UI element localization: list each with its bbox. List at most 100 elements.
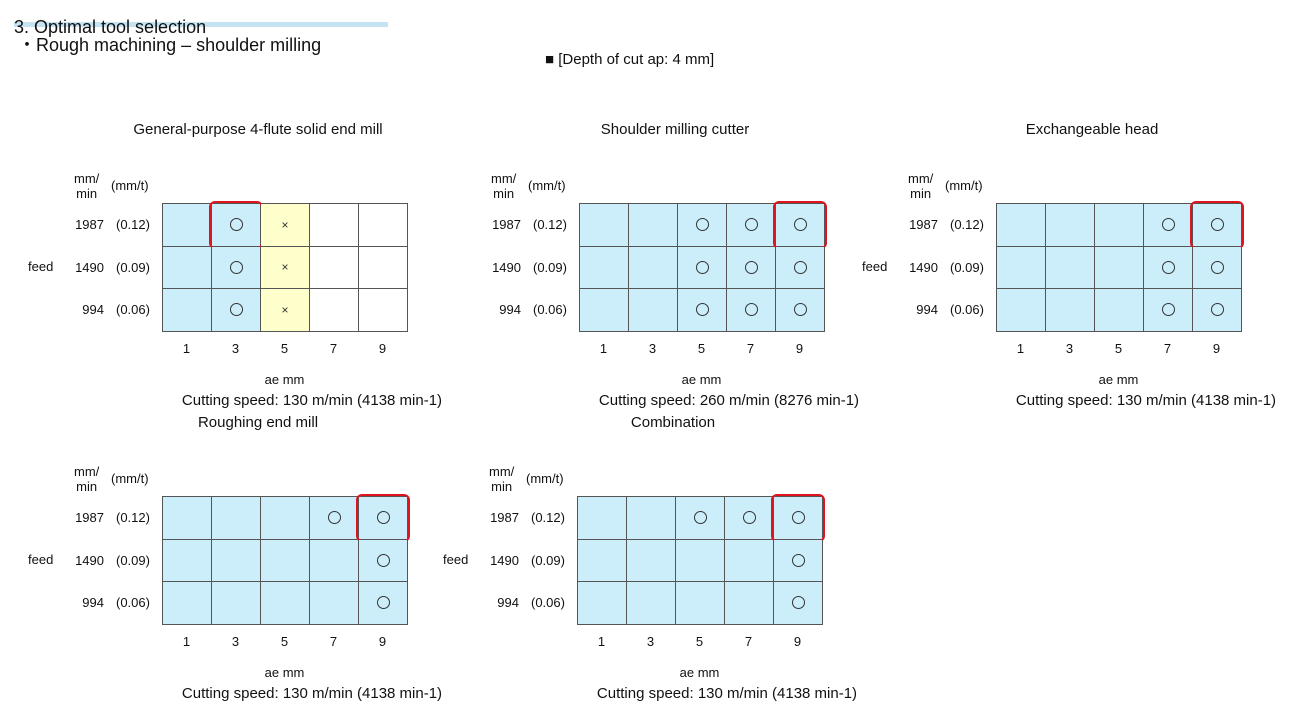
ae-tick-label: 9 [378,341,387,356]
feed-value: 1987 [909,217,938,232]
grid-cell [676,497,725,540]
feasibility-grid: × × × [162,201,408,332]
circle-mark-icon [1161,260,1175,274]
feed-units-label: mm/min [908,171,934,201]
ae-tick-label: 7 [329,634,338,649]
ae-tick-label: 3 [231,634,240,649]
grid-cell [578,582,627,625]
circle-mark-icon [744,303,758,317]
grid-cell [1095,289,1144,332]
circle-mark-icon [791,553,805,567]
ae-tick-label: 1 [597,634,606,649]
circle-mark-icon [376,553,390,567]
grid-cell [356,494,410,542]
ae-tick-label: 1 [182,634,191,649]
feed-value: 994 [82,302,104,317]
fz-units-label: (mm/t) [945,178,983,193]
grid-cell [997,289,1046,332]
circle-mark-icon [1210,303,1224,317]
grid-cell [774,539,823,582]
ae-tick-label: 3 [1065,341,1074,356]
ae-axis-label: ae mm [264,372,305,387]
cutting-speed-label: Cutting speed: 130 m/min (4138 min-1) [181,392,443,409]
grid-cell [774,582,823,625]
panel-title: General-purpose 4-flute solid end mill [133,121,383,138]
panel-title: Exchangeable head [1025,121,1159,138]
ae-tick-label: 7 [744,634,753,649]
page-title: 3. Optimal tool selection [14,17,207,37]
feed-axis-label: feed [28,552,54,567]
page-subtitle: ・Rough machining – shoulder milling [18,35,322,55]
grid-cell [1190,201,1244,249]
grid-cell [359,246,408,289]
ae-tick-label: 5 [280,634,289,649]
feed-value: 1987 [75,510,104,525]
feasibility-grid [579,201,827,332]
panel-title: Combination [630,414,716,431]
cross-mark-icon: × [281,302,289,317]
circle-mark-icon [229,218,243,232]
fz-value: (0.06) [116,595,150,610]
circle-mark-icon [742,511,756,525]
grid-cell [359,204,408,247]
grid-cell [997,204,1046,247]
ae-axis-label: ae mm [1098,372,1139,387]
grid-cell [678,246,727,289]
grid-cell [727,246,776,289]
fz-value: (0.06) [950,302,984,317]
grid-cell [629,246,678,289]
grid-cell [578,539,627,582]
fz-value: (0.09) [116,552,150,568]
ae-tick-label: 5 [697,341,706,356]
grid-cell [212,289,261,332]
fz-value: (0.06) [116,302,150,317]
feasibility-grid [577,494,825,625]
grid-cell [771,494,825,542]
grid-cell: × [261,289,310,332]
cutting-speed-label: Cutting speed: 260 m/min (8276 min-1) [598,392,860,409]
grid-cell [1046,204,1095,247]
fz-value: (0.12) [950,217,984,232]
ae-tick-label: 9 [378,634,387,649]
grid-cell [727,204,776,247]
feed-value: 994 [497,595,519,610]
ae-tick-label: 9 [1212,341,1221,356]
grid-cell [580,289,629,332]
fz-value: (0.06) [533,302,567,317]
fz-value: (0.06) [531,595,565,610]
panel-title: Shoulder milling cutter [600,121,750,138]
fz-units-label: (mm/t) [528,178,566,193]
ae-tick-label: 9 [793,634,802,649]
fz-value: (0.12) [533,217,567,232]
grid-cell [725,539,774,582]
grid-cell [212,246,261,289]
fz-value: (0.09) [533,259,567,275]
grid-cell [310,204,359,247]
feed-units-label: mm/min [74,171,100,201]
feed-value: 1987 [492,217,521,232]
grid-cell [261,497,310,540]
circle-mark-icon [793,218,807,232]
grid-cell [580,204,629,247]
grid-cell [163,582,212,625]
feed-value: 1490 [75,259,104,275]
feed-axis-label: feed [443,552,469,567]
grid-cell [1095,246,1144,289]
grid-cell [261,539,310,582]
grid-cell [580,246,629,289]
feed-value: 994 [916,302,938,317]
grid-cell [1193,246,1242,289]
grid-cell [627,497,676,540]
fz-units-label: (mm/t) [526,471,564,486]
grid-cell [1144,204,1193,247]
cross-mark-icon: × [281,217,289,232]
fz-value: (0.12) [116,510,150,525]
grid-cell [629,289,678,332]
circle-mark-icon [791,511,805,525]
grid-cell [310,497,359,540]
grid-cell [163,497,212,540]
grid-cell [359,289,408,332]
grid-cell [359,582,408,625]
grid-cell [727,289,776,332]
cutting-speed-label: Cutting speed: 130 m/min (4138 min-1) [1015,392,1277,409]
